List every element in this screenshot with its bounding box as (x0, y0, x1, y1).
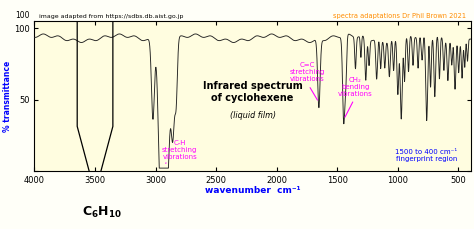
Text: image adapted from https://sdbs.db.aist.go.jp: image adapted from https://sdbs.db.aist.… (39, 14, 183, 19)
Text: 100: 100 (16, 11, 30, 20)
X-axis label: wavenumber  cm⁻¹: wavenumber cm⁻¹ (205, 186, 300, 195)
Text: CH₂
bending
vibrations: CH₂ bending vibrations (338, 77, 373, 117)
Text: C=C
stretching
vibrations: C=C stretching vibrations (289, 63, 325, 100)
Text: (liquid film): (liquid film) (229, 111, 275, 120)
Y-axis label: % transmittance: % transmittance (3, 60, 12, 132)
Text: $\mathbf{C_6H_{10}}$: $\mathbf{C_6H_{10}}$ (82, 204, 122, 220)
Text: spectra adaptations Dr Phil Brown 2021: spectra adaptations Dr Phil Brown 2021 (333, 13, 466, 19)
Text: 1500 to 400 cm⁻¹
fingerprint region: 1500 to 400 cm⁻¹ fingerprint region (395, 149, 457, 162)
Text: C-H
stretching
vibrations: C-H stretching vibrations (162, 139, 198, 163)
Text: Infrared spectrum
of cyclohexene: Infrared spectrum of cyclohexene (202, 81, 302, 103)
